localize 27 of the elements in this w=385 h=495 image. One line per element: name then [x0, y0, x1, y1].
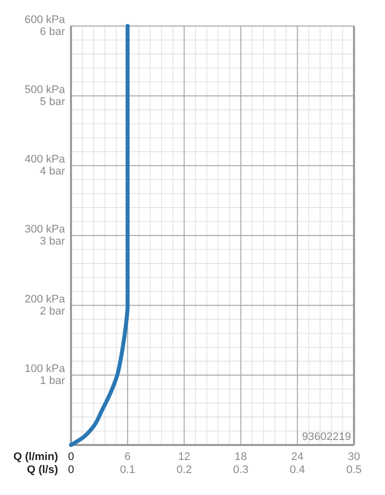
y-tick-label: 400 kPa [24, 154, 66, 166]
y-tick-label: 100 kPa [24, 363, 66, 376]
annotation: 93602219 [302, 431, 351, 443]
x2-tick-label: 0.3 [233, 464, 248, 476]
x2-axis-title: Q (l/s) [26, 464, 58, 476]
y2-tick-label: 3 bar [40, 236, 66, 248]
x-tick-label: 12 [178, 451, 190, 463]
y2-tick-label: 6 bar [40, 26, 66, 38]
x-tick-label: 0 [68, 451, 74, 463]
x2-tick-label: 0.1 [120, 464, 136, 476]
x-tick-label: 30 [348, 451, 360, 463]
y2-tick-label: 2 bar [40, 305, 66, 318]
x2-tick-label: 0.2 [176, 464, 192, 476]
y2-tick-label: 4 bar [40, 166, 66, 178]
y2-tick-label: 5 bar [40, 96, 66, 108]
x-tick-label: 18 [234, 451, 247, 463]
x2-tick-label: 0 [68, 464, 74, 476]
x-tick-label: 24 [291, 451, 304, 463]
x2-tick-label: 0.5 [346, 464, 362, 476]
y-tick-label: 600 kPa [24, 14, 66, 26]
y2-tick-label: 1 bar [40, 375, 66, 388]
y-tick-label: 300 kPa [24, 224, 66, 236]
x2-tick-label: 0.4 [290, 464, 306, 476]
x-tick-label: 6 [124, 451, 131, 463]
x-axis-title: Q (l/min) [13, 451, 58, 463]
y-tick-label: 500 kPa [24, 84, 66, 96]
y-tick-label: 200 kPa [24, 293, 66, 306]
